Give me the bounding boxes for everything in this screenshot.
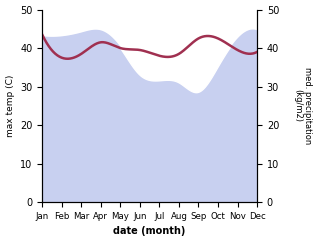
Y-axis label: med. precipitation
(kg/m2): med. precipitation (kg/m2): [293, 67, 313, 144]
X-axis label: date (month): date (month): [114, 227, 186, 236]
Y-axis label: max temp (C): max temp (C): [5, 75, 15, 137]
